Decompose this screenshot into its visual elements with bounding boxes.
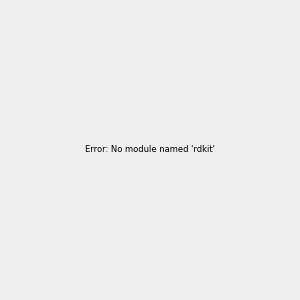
Text: Error: No module named 'rdkit': Error: No module named 'rdkit' bbox=[85, 146, 215, 154]
